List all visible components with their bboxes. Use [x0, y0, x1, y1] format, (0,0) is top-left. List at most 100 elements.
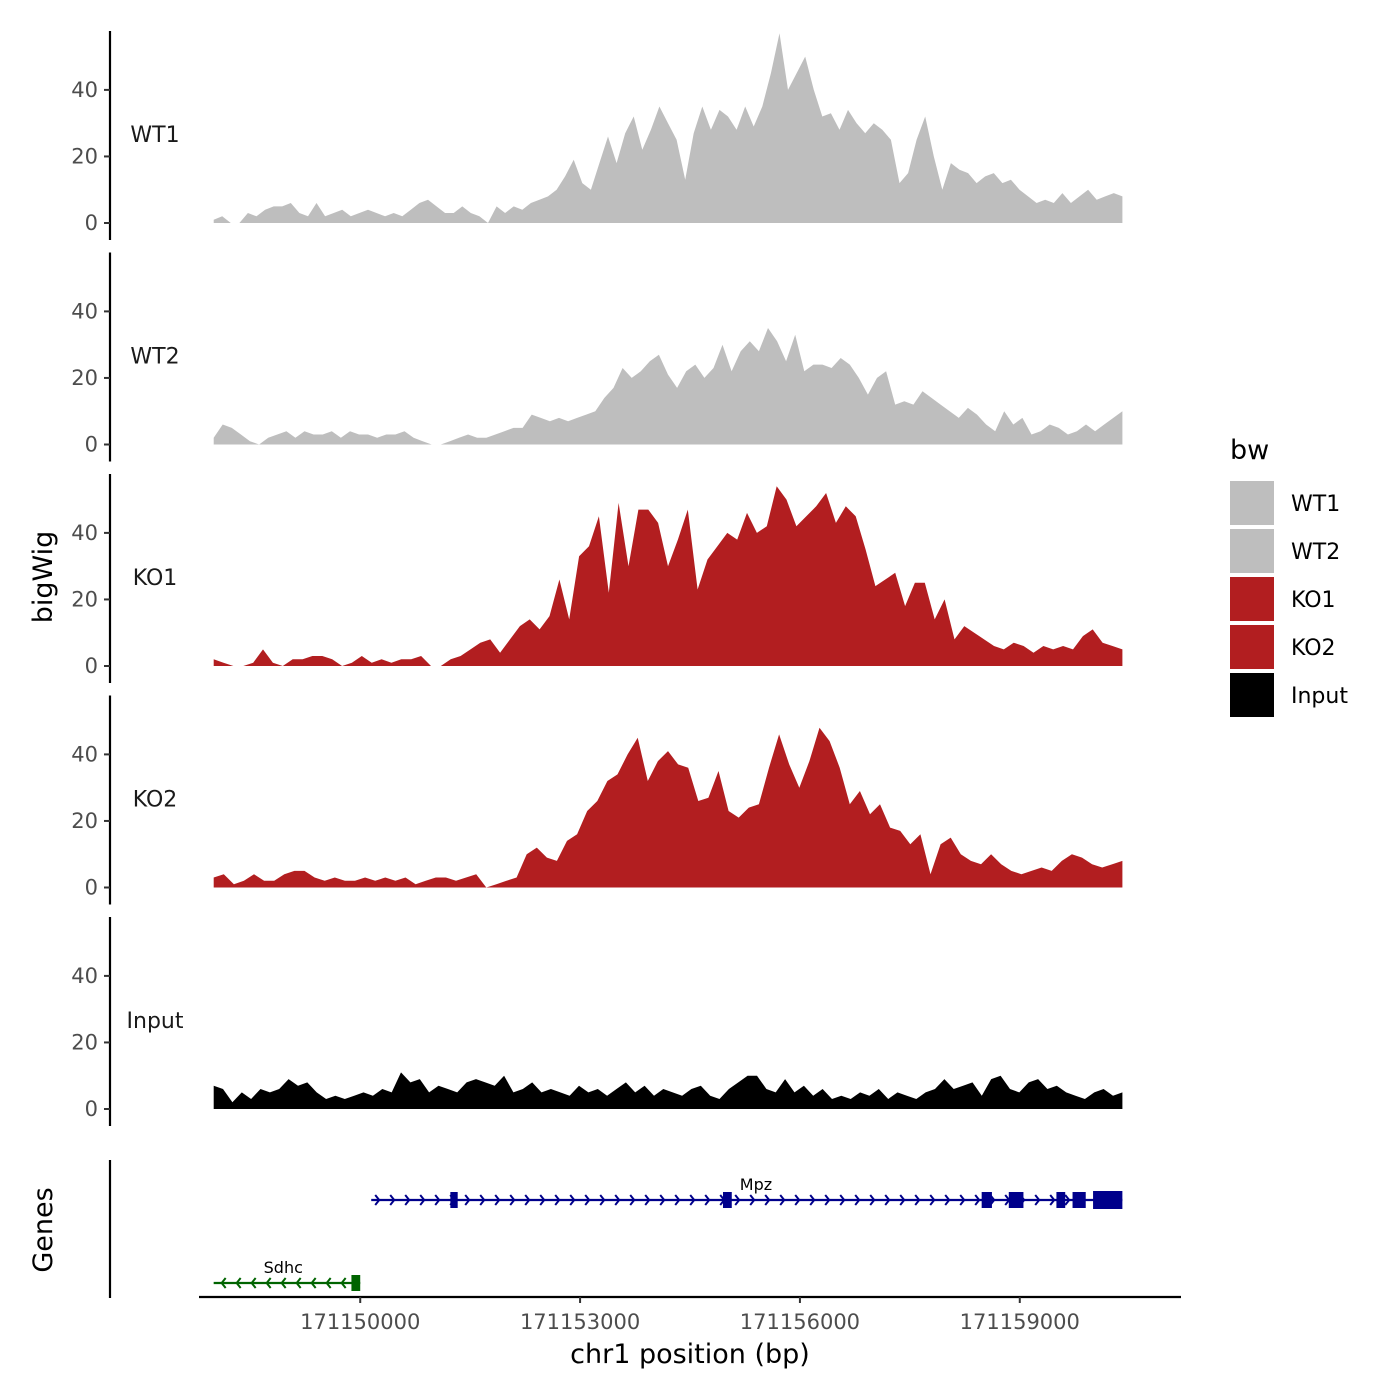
y-tick-label: 20	[71, 1030, 98, 1054]
legend-item-ko2: KO2	[1230, 625, 1336, 669]
legend-item-input: Input	[1230, 673, 1348, 717]
legend-swatch	[1230, 625, 1274, 669]
strand-arrow	[509, 1194, 516, 1206]
strand-arrow	[310, 1277, 317, 1289]
gene-mpz: Mpz	[371, 1175, 1123, 1209]
strand-arrow	[1049, 1194, 1056, 1206]
gene-sdhc: Sdhc	[213, 1258, 361, 1291]
legend-swatch	[1230, 673, 1274, 717]
strand-arrow	[854, 1194, 861, 1206]
coverage-area-wt2	[213, 328, 1123, 445]
x-axis: 171150000 171153000 171156000 171159000	[199, 1295, 1181, 1334]
y-tick-label: 40	[71, 299, 98, 323]
track-label: KO2	[133, 788, 178, 813]
gene-label: Sdhc	[264, 1258, 303, 1277]
genes-panel-title: Genes	[28, 1187, 59, 1272]
strand-arrow	[644, 1194, 651, 1206]
y-axis-title: bigWig	[28, 531, 59, 624]
legend-label: KO2	[1291, 636, 1336, 661]
strand-arrow	[599, 1194, 606, 1206]
exon	[981, 1192, 992, 1208]
y-tick-label: 20	[71, 144, 98, 168]
strand-arrow	[235, 1277, 242, 1289]
strand-arrow	[220, 1277, 227, 1289]
track-input: 0 20 40 Input	[71, 917, 1123, 1126]
coverage-area-ko2	[213, 727, 1123, 888]
x-tick-label: 171159000	[960, 1310, 1080, 1334]
strand-arrow	[779, 1194, 786, 1206]
coverage-area-ko1	[213, 486, 1123, 666]
exon	[1093, 1191, 1123, 1209]
y-tick-label: 0	[85, 211, 98, 235]
legend-item-wt1: WT1	[1230, 481, 1340, 525]
coverage-area-wt1	[213, 33, 1123, 223]
track-wt1: 0 20 40 WT1	[71, 31, 1123, 240]
y-tick-label: 0	[85, 876, 98, 900]
strand-arrow	[944, 1194, 951, 1206]
strand-arrow	[809, 1194, 816, 1206]
strand-arrow	[325, 1277, 332, 1289]
strand-arrow	[1064, 1194, 1071, 1206]
y-tick-label: 40	[71, 78, 98, 102]
legend-label: KO1	[1291, 588, 1336, 613]
strand-arrow	[629, 1194, 636, 1206]
y-tick-label: 40	[71, 964, 98, 988]
x-tick-label: 171153000	[520, 1310, 640, 1334]
strand-arrow	[749, 1194, 756, 1206]
strand-arrow	[340, 1277, 347, 1289]
legend-swatch	[1230, 481, 1274, 525]
strand-arrow	[674, 1194, 681, 1206]
gene-label: Mpz	[740, 1175, 772, 1194]
strand-arrow	[824, 1194, 831, 1206]
strand-arrow	[839, 1194, 846, 1206]
track-label: WT1	[130, 123, 179, 148]
y-tick-label: 20	[71, 366, 98, 390]
gene-panel: Mpz Sdhc	[108, 1160, 1123, 1298]
strand-arrow	[959, 1194, 966, 1206]
track-label: KO1	[133, 566, 178, 591]
strand-arrow	[280, 1277, 287, 1289]
exon	[1056, 1192, 1066, 1208]
legend-item-wt2: WT2	[1230, 529, 1340, 573]
y-tick-label: 40	[71, 742, 98, 766]
strand-arrow	[494, 1194, 501, 1206]
exon	[1008, 1192, 1024, 1208]
strand-arrow	[914, 1194, 921, 1206]
strand-arrow	[374, 1194, 381, 1206]
strand-arrow	[464, 1194, 471, 1206]
strand-arrow	[479, 1194, 486, 1206]
coverage-tracks: 0 20 40 WT1 0 20 40 WT2 0 20 40 KO1 0 20 40 KO2 0 20 40 Inp…	[71, 31, 1123, 1126]
strand-arrow	[884, 1194, 891, 1206]
strand-arrow	[659, 1194, 666, 1206]
y-tick-label: 40	[71, 521, 98, 545]
strand-arrow	[929, 1194, 936, 1206]
exon	[722, 1192, 732, 1208]
strand-arrow	[794, 1194, 801, 1206]
strand-arrow	[764, 1194, 771, 1206]
strand-arrow	[265, 1277, 272, 1289]
strand-arrow	[295, 1277, 302, 1289]
track-label: Input	[127, 1009, 184, 1034]
y-tick-label: 20	[71, 587, 98, 611]
legend-swatch	[1230, 577, 1274, 621]
x-tick-label: 171150000	[300, 1310, 420, 1334]
strand-arrow	[899, 1194, 906, 1206]
strand-arrow	[974, 1194, 981, 1206]
track-label: WT2	[130, 345, 179, 370]
strand-arrow	[524, 1194, 531, 1206]
y-tick-label: 0	[85, 1097, 98, 1121]
exon	[1072, 1192, 1086, 1208]
strand-arrow	[389, 1194, 396, 1206]
strand-arrow	[734, 1194, 741, 1206]
strand-arrow	[250, 1277, 257, 1289]
strand-arrow	[584, 1194, 591, 1206]
legend-label: WT1	[1291, 492, 1340, 517]
legend-label: Input	[1291, 684, 1348, 709]
legend: bw WT1 WT2 KO1 KO2 Input	[1230, 435, 1348, 717]
exon	[351, 1275, 361, 1291]
legend-label: WT2	[1291, 540, 1340, 565]
legend-item-ko1: KO1	[1230, 577, 1336, 621]
strand-arrow	[614, 1194, 621, 1206]
exon	[450, 1192, 458, 1208]
